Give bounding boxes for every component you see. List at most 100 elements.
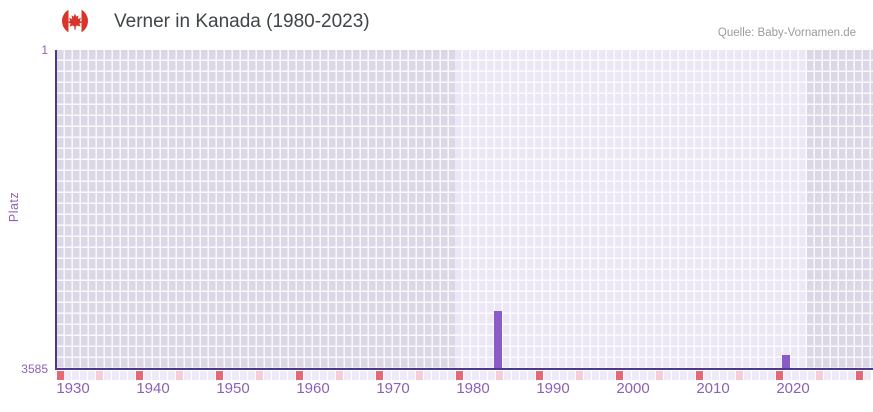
strip-cell-1950 bbox=[232, 371, 239, 380]
strip-cell-1945 bbox=[192, 371, 199, 380]
strip-cell-2000 bbox=[632, 371, 639, 380]
x-tick-2000: 2000 bbox=[616, 380, 650, 397]
strip-cell-2025 bbox=[832, 371, 839, 380]
strip-cell-1962 bbox=[328, 371, 335, 380]
axis-marker-1968 bbox=[376, 371, 383, 380]
outer-band bbox=[57, 50, 455, 368]
bar-2019[interactable] bbox=[782, 355, 790, 368]
x-tick-1980: 1980 bbox=[456, 380, 490, 397]
strip-cell-2014 bbox=[744, 371, 751, 380]
strip-cell-1934 bbox=[104, 371, 111, 380]
strip-cell-2005 bbox=[672, 371, 679, 380]
strip-cell-1991 bbox=[560, 371, 567, 380]
strip-cell-1979 bbox=[464, 371, 471, 380]
strip-cell-2011 bbox=[720, 371, 727, 380]
strip-cell-2024 bbox=[824, 371, 831, 380]
strip-cell-1971 bbox=[400, 371, 407, 380]
strip-cell-2029 bbox=[864, 371, 871, 380]
strip-cell-2026 bbox=[840, 371, 847, 380]
x-tick-1960: 1960 bbox=[296, 380, 330, 397]
strip-cell-1939 bbox=[144, 371, 151, 380]
strip-cell-2010 bbox=[712, 371, 719, 380]
strip-cell-1946 bbox=[200, 371, 207, 380]
strip-cell-1951 bbox=[240, 371, 247, 380]
strip-cell-1931 bbox=[80, 371, 87, 380]
strip-cell-1985 bbox=[512, 371, 519, 380]
strip-cell-1989 bbox=[544, 371, 551, 380]
strip-cell-1981 bbox=[480, 371, 487, 380]
strip-cell-1967 bbox=[368, 371, 375, 380]
strip-cell-2015 bbox=[752, 371, 759, 380]
strip-cell-1996 bbox=[600, 371, 607, 380]
plot-area bbox=[57, 50, 873, 368]
bar-1983[interactable] bbox=[494, 310, 502, 368]
strip-cell-2021 bbox=[800, 371, 807, 380]
strip-cell-1964 bbox=[344, 371, 351, 380]
axis-marker-1983 bbox=[496, 371, 503, 380]
axis-marker-1988 bbox=[536, 371, 543, 380]
strip-cell-1995 bbox=[592, 371, 599, 380]
x-axis-line bbox=[55, 368, 873, 370]
axis-marker-1958 bbox=[296, 371, 303, 380]
y-tick-top: 1 bbox=[41, 43, 48, 57]
strip-cell-1966 bbox=[360, 371, 367, 380]
strip-cell-1944 bbox=[184, 371, 191, 380]
axis-marker-2018 bbox=[776, 371, 783, 380]
strip-cell-1930 bbox=[72, 371, 79, 380]
strip-cell-2012 bbox=[728, 371, 735, 380]
strip-cell-1982 bbox=[488, 371, 495, 380]
strip-cell-1987 bbox=[528, 371, 535, 380]
axis-marker-2013 bbox=[736, 371, 743, 380]
strip-cell-1969 bbox=[384, 371, 391, 380]
axis-marker-1963 bbox=[336, 371, 343, 380]
strip-cell-1949 bbox=[224, 371, 231, 380]
strip-cell-1999 bbox=[624, 371, 631, 380]
strip-cell-2009 bbox=[704, 371, 711, 380]
strip-cell-1975 bbox=[432, 371, 439, 380]
axis-marker-1978 bbox=[456, 371, 463, 380]
strip-cell-2002 bbox=[648, 371, 655, 380]
axis-marker-1973 bbox=[416, 371, 423, 380]
strip-cell-2004 bbox=[664, 371, 671, 380]
strip-cell-2007 bbox=[688, 371, 695, 380]
canada-flag-icon bbox=[62, 8, 88, 34]
x-tick-2010: 2010 bbox=[696, 380, 730, 397]
strip-cell-1957 bbox=[288, 371, 295, 380]
strip-cell-2006 bbox=[680, 371, 687, 380]
x-tick-1930: 1930 bbox=[56, 380, 90, 397]
strip-cell-1997 bbox=[608, 371, 615, 380]
x-tick-1950: 1950 bbox=[216, 380, 250, 397]
strip-cell-1992 bbox=[568, 371, 575, 380]
strip-cell-1932 bbox=[88, 371, 95, 380]
axis-marker-1943 bbox=[176, 371, 183, 380]
strip-cell-1990 bbox=[552, 371, 559, 380]
axis-marker-1938 bbox=[136, 371, 143, 380]
outer-band bbox=[807, 50, 873, 368]
x-tick-1940: 1940 bbox=[136, 380, 170, 397]
strip-cell-1972 bbox=[408, 371, 415, 380]
x-tick-2020: 2020 bbox=[776, 380, 810, 397]
strip-cell-1970 bbox=[392, 371, 399, 380]
axis-marker-2008 bbox=[696, 371, 703, 380]
strip-cell-2016 bbox=[760, 371, 767, 380]
axis-marker-2028 bbox=[856, 371, 863, 380]
strip-cell-1947 bbox=[208, 371, 215, 380]
strip-cell-1965 bbox=[352, 371, 359, 380]
axis-marker-1933 bbox=[96, 371, 103, 380]
strip-cell-2019 bbox=[784, 371, 791, 380]
strip-cell-1974 bbox=[424, 371, 431, 380]
strip-cell-1955 bbox=[272, 371, 279, 380]
strip-cell-1937 bbox=[128, 371, 135, 380]
strip-cell-1954 bbox=[264, 371, 271, 380]
strip-cell-1936 bbox=[120, 371, 127, 380]
source-label: Quelle: Baby-Vornamen.de bbox=[717, 27, 856, 39]
axis-marker-2023 bbox=[816, 371, 823, 380]
strip-cell-1941 bbox=[160, 371, 167, 380]
x-tick-1970: 1970 bbox=[376, 380, 410, 397]
strip-cell-1977 bbox=[448, 371, 455, 380]
strip-cell-1976 bbox=[440, 371, 447, 380]
axis-marker-1998 bbox=[616, 371, 623, 380]
strip-cell-2022 bbox=[808, 371, 815, 380]
strip-cell-1984 bbox=[504, 371, 511, 380]
